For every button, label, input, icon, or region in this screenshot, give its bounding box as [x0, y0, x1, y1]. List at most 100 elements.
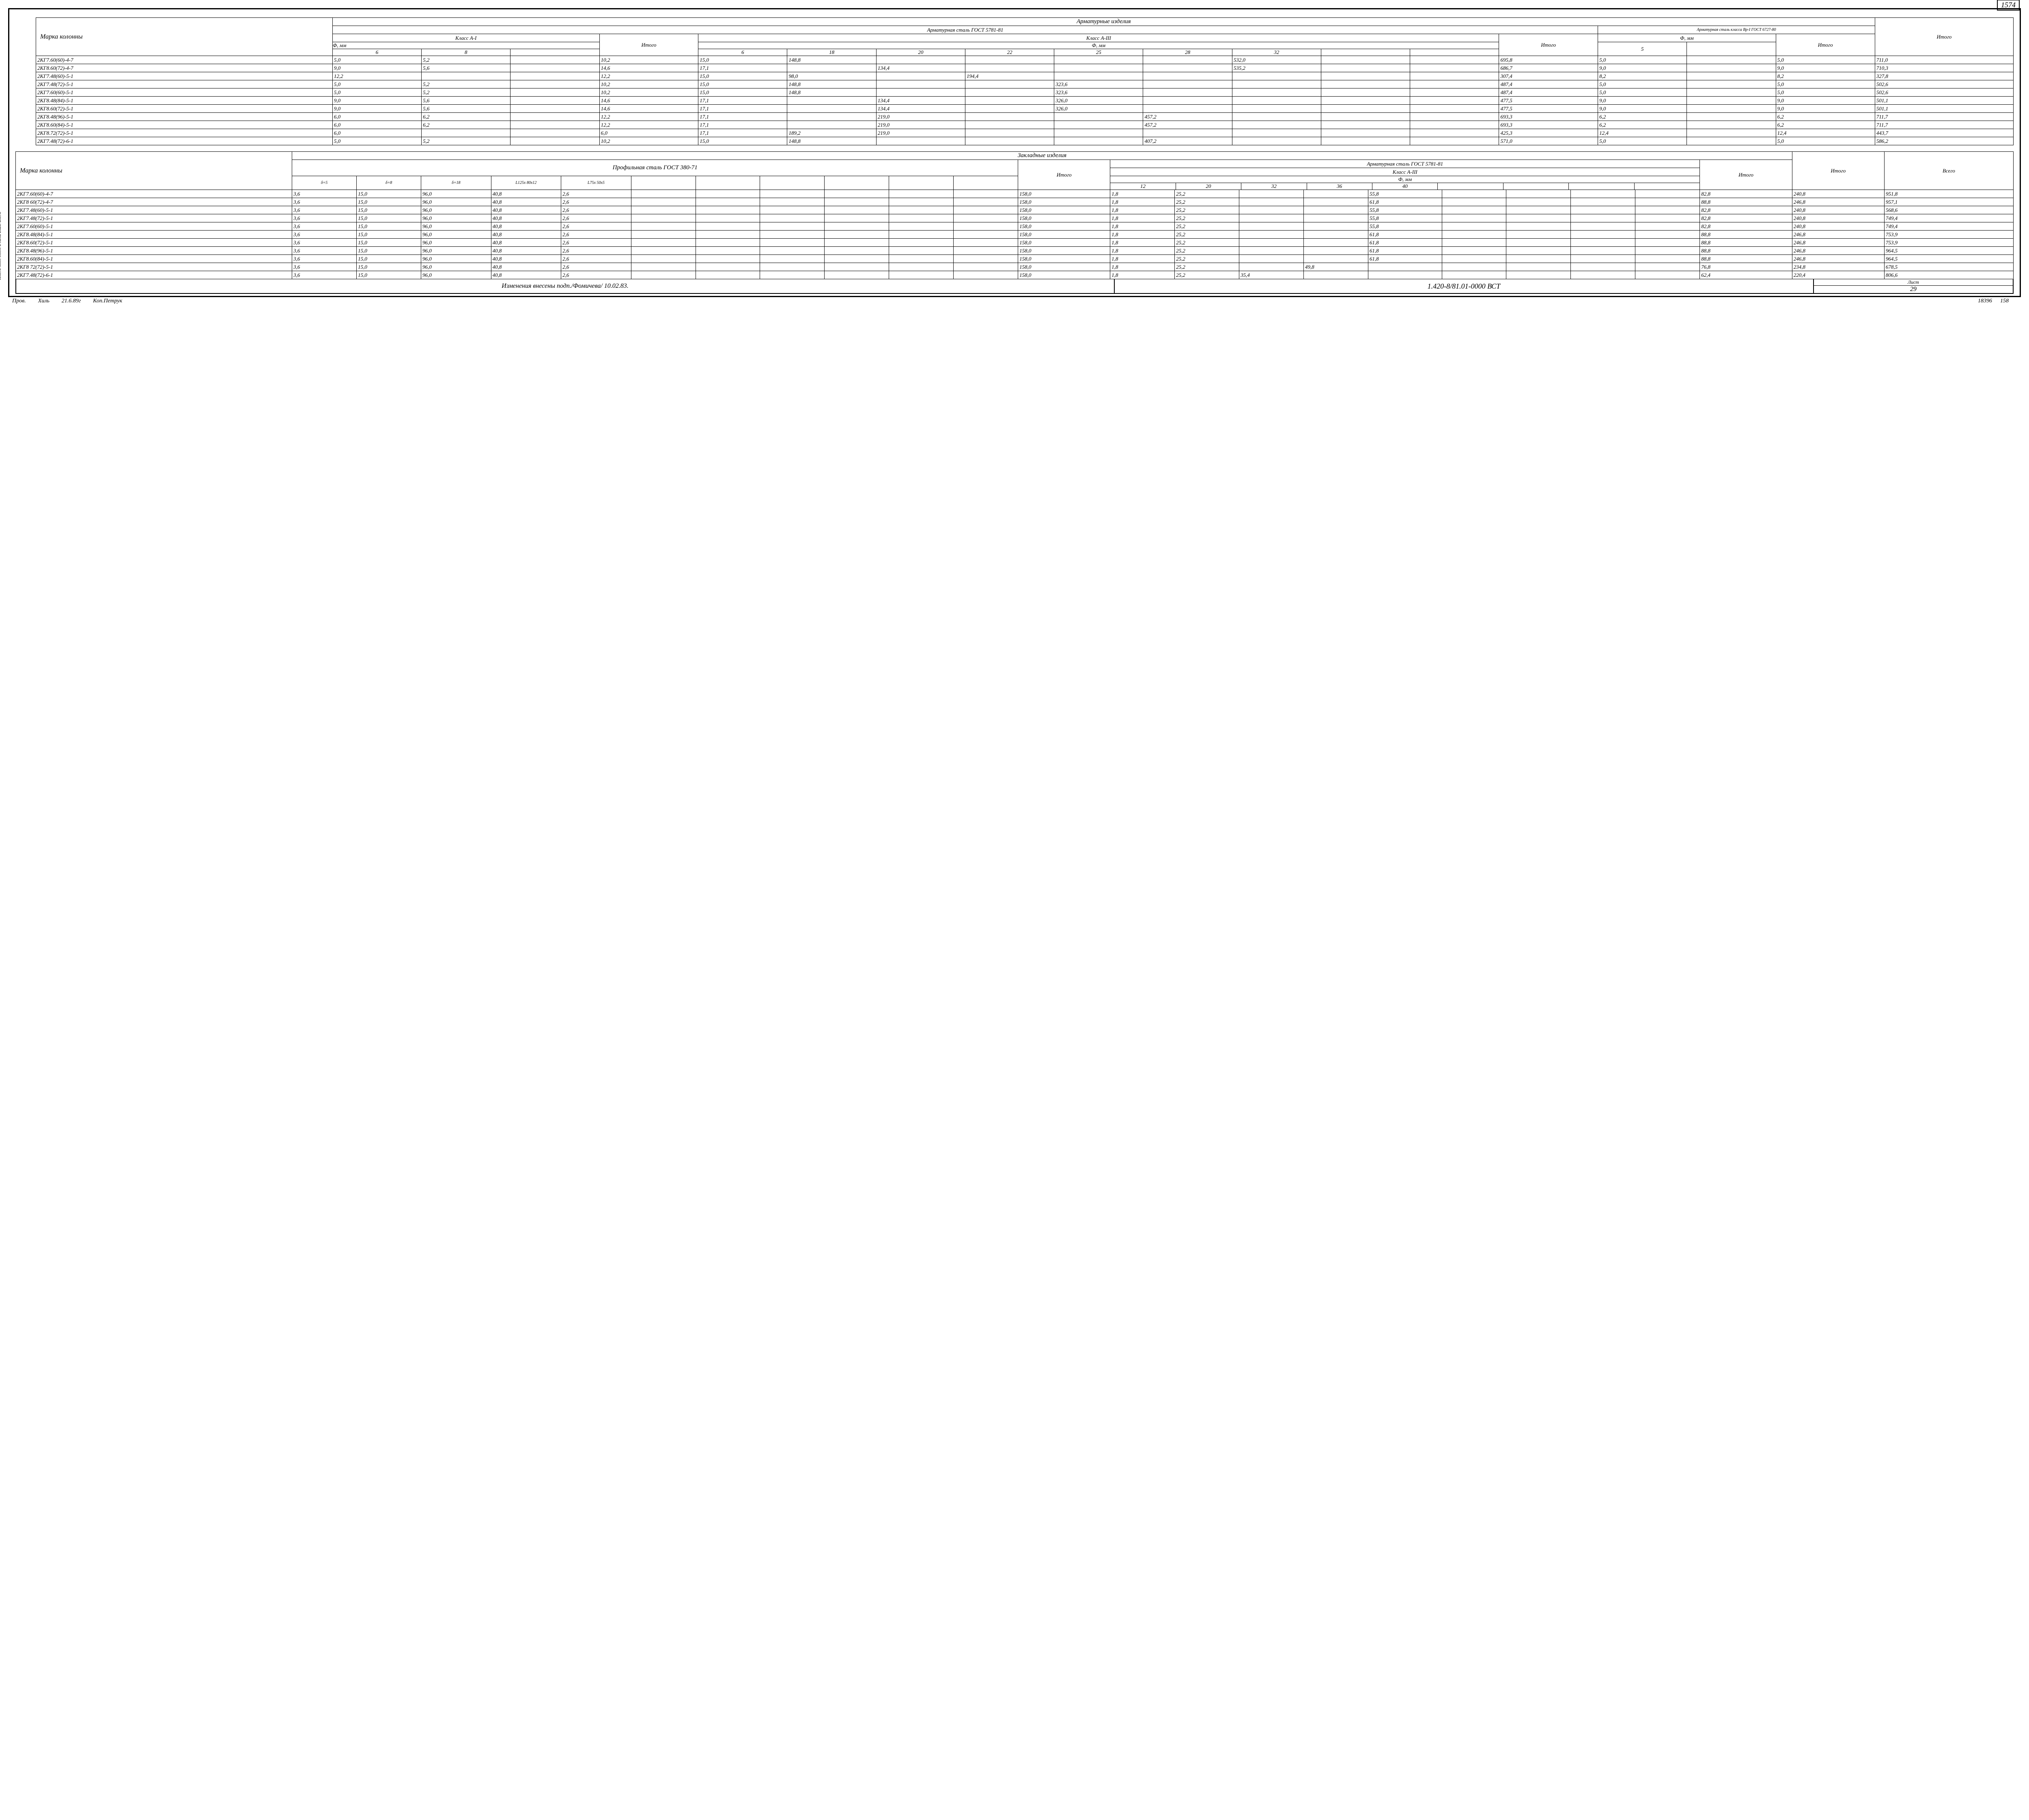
cell: [760, 239, 825, 247]
table-row: 2КГ7.60(60)-5-13,615,096,040,82,6158,01,…: [16, 222, 2014, 231]
cell: [1687, 64, 1776, 72]
cell: 40,8: [491, 239, 561, 247]
cell: 12,2: [599, 121, 698, 129]
cell: [1571, 255, 1635, 263]
cell: 96,0: [421, 206, 491, 214]
cell: 502,6: [1875, 88, 2013, 97]
cell: 17,1: [698, 97, 787, 105]
cell: [1687, 129, 1776, 137]
cell: [965, 88, 1054, 97]
cell: 693,3: [1499, 121, 1598, 129]
cell: 2,6: [561, 214, 631, 222]
cell: 1,8: [1110, 198, 1175, 206]
cell: [1143, 64, 1232, 72]
cell: [1506, 222, 1571, 231]
cell: 61,8: [1368, 239, 1442, 247]
cell: 3,6: [292, 198, 357, 206]
itogo-arm: Итого: [1700, 160, 1792, 190]
cell: [1571, 190, 1635, 198]
cell: 2КГ8.48(84)-5-1: [16, 231, 292, 239]
col-header: δ=5: [292, 176, 357, 190]
cell: 98,0: [787, 72, 876, 80]
cell: [965, 121, 1054, 129]
col-header: [631, 176, 696, 190]
cell: 25,2: [1175, 214, 1239, 222]
cell: 2КГ7.48(60)-5-1: [36, 72, 333, 80]
cell: 3,6: [292, 271, 357, 279]
cell: [876, 80, 965, 88]
cell: [787, 121, 876, 129]
cell: 326,0: [1054, 105, 1143, 113]
cell: 15,0: [357, 255, 421, 263]
cell: 8,2: [1776, 72, 1875, 80]
cell: 2,6: [561, 263, 631, 271]
cell: [876, 88, 965, 97]
cell: 76,8: [1700, 263, 1792, 271]
cell: [1321, 56, 1410, 64]
cell: [1321, 97, 1410, 105]
cell: [889, 271, 954, 279]
cell: 189,2: [787, 129, 876, 137]
cell: 219,0: [876, 113, 965, 121]
cell: [889, 222, 954, 231]
cell: 586,2: [1875, 137, 2013, 145]
cell: 15,0: [357, 263, 421, 271]
cell: [631, 206, 696, 214]
cell: 240,8: [1792, 222, 1884, 231]
cell: [1571, 222, 1635, 231]
cell: 323,6: [1054, 80, 1143, 88]
cell: 1,8: [1110, 231, 1175, 239]
cell: [1239, 263, 1304, 271]
cell: 40,8: [491, 222, 561, 231]
table-row: 2КГ7.48(72)-6-15,05,210,215,0148,8407,25…: [36, 137, 2014, 145]
cell: 2,6: [561, 271, 631, 279]
cell: 571,0: [1499, 137, 1598, 145]
cell: 487,4: [1499, 80, 1598, 88]
cell: [1571, 263, 1635, 271]
cell: [1442, 206, 1506, 214]
cell: 55,8: [1368, 214, 1442, 222]
cell: 82,8: [1700, 206, 1792, 214]
side-label: Инв.№ подл. Подп. и дата Взам. инв.№: [0, 212, 2, 280]
cell: [954, 263, 1018, 271]
cell: [954, 206, 1018, 214]
cell: [760, 198, 825, 206]
cell: [965, 64, 1054, 72]
cell: 96,0: [421, 190, 491, 198]
table-row: 2КГ7.48(72)-5-13,615,096,040,82,6158,01,…: [16, 214, 2014, 222]
marka-header-2: Марка колонны: [16, 152, 292, 190]
cell: 10,2: [599, 80, 698, 88]
cell: [760, 214, 825, 222]
cell: 487,4: [1499, 88, 1598, 97]
cell: [1143, 129, 1232, 137]
cell: [1635, 190, 1700, 198]
cell: [1232, 88, 1321, 97]
cell: [696, 231, 760, 239]
cell: 678,5: [1884, 263, 2013, 271]
cell: 9,0: [332, 97, 421, 105]
cell: [1410, 105, 1499, 113]
table-row: 2КГ7.60(60)-4-75,05,210,215,0148,8532,06…: [36, 56, 2014, 64]
cell: 82,8: [1700, 222, 1792, 231]
cell: [760, 231, 825, 239]
table-row: 2КГ7.48(60)-5-13,615,096,040,82,6158,01,…: [16, 206, 2014, 214]
cell: [1303, 255, 1368, 263]
cell: 3,6: [292, 239, 357, 247]
cell: 5,6: [422, 64, 510, 72]
cell: 6,2: [422, 121, 510, 129]
cell: 158,0: [1018, 255, 1110, 263]
cell: [1506, 190, 1571, 198]
cell: 568,6: [1884, 206, 2013, 214]
cell: 753,9: [1884, 239, 2013, 247]
cell: [1321, 105, 1410, 113]
cell: [954, 190, 1018, 198]
cell: 2КГ8 60(72)-4-7: [16, 198, 292, 206]
cell: [825, 263, 889, 271]
cell: 15,0: [357, 271, 421, 279]
cell: [1571, 214, 1635, 222]
cell: [696, 271, 760, 279]
cell: 2КГ7.48(72)-5-1: [36, 80, 333, 88]
cell: 15,0: [698, 80, 787, 88]
cell: [510, 64, 599, 72]
cell: [1321, 72, 1410, 80]
